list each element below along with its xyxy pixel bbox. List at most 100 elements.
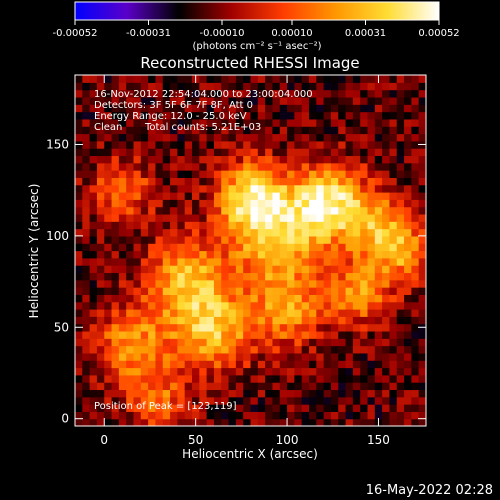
heatmap-cell (301, 104, 310, 113)
heatmap-cell (206, 345, 215, 354)
heatmap-cell (89, 199, 98, 208)
heatmap-cell (89, 382, 98, 391)
heatmap-cell (82, 184, 91, 193)
heatmap-cell (221, 184, 230, 193)
heatmap-cell (330, 155, 339, 164)
heatmap-cell (155, 250, 164, 259)
heatmap-cell (316, 243, 325, 252)
heatmap-cell (140, 170, 149, 178)
heatmap-cell (192, 221, 200, 230)
heatmap-cell (96, 243, 105, 252)
heatmap-cell (235, 170, 244, 178)
heatmap-cell (184, 309, 193, 317)
heatmap-cell (111, 352, 120, 361)
heatmap-cell (206, 294, 215, 303)
heatmap-cell (235, 82, 244, 91)
heatmap-cell (411, 294, 420, 303)
heatmap-cell (126, 316, 135, 325)
heatmap-cell (184, 170, 193, 178)
heatmap-cell (75, 213, 83, 222)
heatmap-cell (316, 345, 325, 354)
heatmap-cell (345, 206, 354, 215)
heatmap-cell (126, 162, 135, 171)
heatmap-cell (352, 199, 361, 208)
heatmap-cell (133, 82, 142, 91)
heatmap-cell (243, 199, 252, 208)
heatmap-cell (155, 389, 164, 398)
heatmap-cell (221, 330, 230, 339)
heatmap-cell (272, 404, 281, 412)
heatmap-cell (309, 192, 317, 200)
heatmap-cell (221, 338, 230, 347)
heatmap-cell (374, 367, 383, 376)
heatmap-cell (140, 243, 149, 252)
heatmap-cell (126, 389, 135, 398)
heatmap-cell (213, 89, 222, 98)
heatmap-cell (345, 418, 354, 426)
heatmap-cell (96, 338, 105, 347)
heatmap-cell (184, 396, 193, 405)
heatmap-cell (338, 352, 347, 361)
heatmap-cell (272, 162, 281, 171)
heatmap-cell (228, 184, 237, 193)
heatmap-cell (257, 330, 266, 339)
heatmap-cell (257, 257, 266, 266)
heatmap-cell (389, 177, 398, 186)
heatmap-cell (155, 118, 164, 127)
heatmap-cell (118, 89, 127, 98)
heatmap-cell (352, 338, 361, 347)
heatmap-cell (301, 272, 310, 281)
heatmap-cell (265, 192, 274, 200)
heatmap-cell (294, 257, 303, 266)
heatmap-cell (272, 411, 281, 420)
heatmap-cell (221, 367, 230, 376)
heatmap-cell (396, 235, 405, 244)
heatmap-cell (155, 170, 164, 178)
heatmap-cell (360, 323, 369, 332)
heatmap-cell (338, 374, 347, 383)
heatmap-cell (148, 133, 157, 142)
heatmap-cell (411, 257, 420, 266)
heatmap-cell (360, 162, 369, 171)
heatmap-cell (148, 162, 157, 171)
heatmap-cell (257, 111, 266, 120)
heatmap-cell (389, 323, 398, 332)
heatmap-cell (89, 279, 98, 288)
heatmap-cell (279, 323, 288, 332)
heatmap-cell (177, 382, 186, 391)
heatmap-cell (213, 199, 222, 208)
heatmap-cell (243, 330, 252, 339)
heatmap-cell (243, 118, 252, 127)
heatmap-cell (235, 374, 244, 383)
heatmap-cell (418, 170, 426, 178)
heatmap-cell (279, 162, 288, 171)
heatmap-cell (126, 360, 135, 369)
heatmap-cell (243, 250, 252, 259)
heatmap-cell (213, 345, 222, 354)
heatmap-cell (301, 192, 310, 200)
heatmap-cell (213, 396, 222, 405)
heatmap-cell (294, 272, 303, 281)
heatmap-cell (118, 111, 127, 120)
heatmap-cell (140, 389, 149, 398)
heatmap-cell (265, 330, 274, 339)
heatmap-cell (250, 374, 259, 383)
heatmap-cell (111, 82, 120, 91)
heatmap-cell (272, 309, 281, 317)
heatmap-cell (265, 323, 274, 332)
heatmap-cell (374, 140, 383, 149)
heatmap-cell (155, 316, 164, 325)
heatmap-cell (192, 323, 200, 332)
heatmap-cell (272, 75, 281, 83)
heatmap-cell (162, 352, 171, 361)
heatmap-cell (118, 389, 127, 398)
heatmap-cell (221, 192, 230, 200)
heatmap-cell (301, 316, 310, 325)
heatmap-cell (82, 199, 91, 208)
heatmap-cell (213, 104, 222, 113)
heatmap-cell (367, 272, 376, 281)
heatmap-cell (162, 243, 171, 252)
heatmap-cell (170, 287, 178, 295)
heatmap-cell (396, 418, 405, 426)
heatmap-cell (418, 118, 426, 127)
